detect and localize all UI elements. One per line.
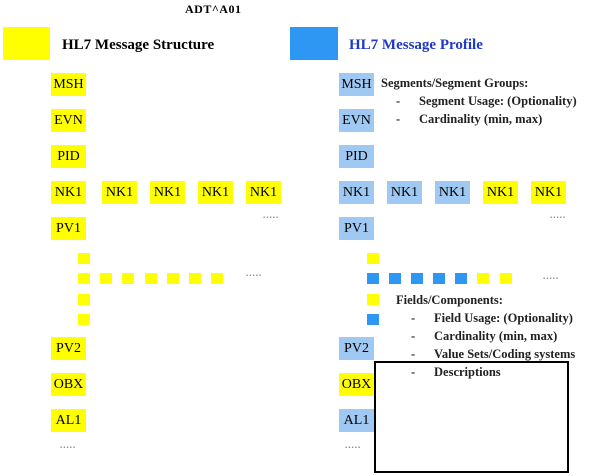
- field-dot: [78, 294, 90, 305]
- profile-segment-box: NK1: [435, 181, 470, 204]
- structure-segment-box: NK1: [150, 181, 185, 204]
- profile-segment-box: OBX: [339, 373, 374, 396]
- structure-segment-box: PV1: [51, 217, 86, 240]
- continuation-ellipsis: .....: [543, 271, 560, 281]
- segment-annotation-bullet: - Segment Usage: (Optionality): [381, 92, 577, 110]
- profile-segment-box: NK1: [387, 181, 422, 204]
- segment-annotation-block: Segments/Segment Groups: - Segment Usage…: [381, 74, 577, 128]
- continuation-ellipsis: .....: [550, 210, 567, 220]
- field-dot: [211, 273, 223, 284]
- field-dot: [167, 273, 179, 284]
- field-annotation-header: Fields/Components:: [396, 293, 503, 307]
- field-annotation-bullet-text: Descriptions: [434, 365, 501, 379]
- field-dot: [78, 253, 90, 264]
- segment-annotation-bullet-text: Segment Usage: (Optionality): [419, 94, 577, 108]
- field-annotation-bullet: - Field Usage: (Optionality): [396, 309, 575, 327]
- field-dot: [367, 253, 379, 264]
- structure-legend-label: HL7 Message Structure: [62, 37, 215, 53]
- structure-segment-box: NK1: [102, 181, 137, 204]
- structure-segment-box: NK1: [246, 181, 281, 204]
- field-annotation-bullet: - Value Sets/Coding systems: [396, 345, 575, 363]
- field-dot: [411, 273, 423, 284]
- bullet-dash: -: [411, 347, 416, 361]
- structure-segment-box: OBX: [51, 373, 86, 396]
- profile-segment-box: NK1: [339, 181, 374, 204]
- structure-segment-box: EVN: [51, 109, 86, 132]
- field-dot: [78, 314, 90, 325]
- field-dot: [78, 273, 90, 284]
- field-annotation-bullet: - Descriptions: [396, 363, 575, 381]
- profile-legend-label: HL7 Message Profile: [349, 37, 483, 53]
- continuation-ellipsis: .....: [60, 440, 77, 450]
- field-dot: [433, 273, 445, 284]
- message-type-label: ADT^A01: [185, 2, 242, 16]
- profile-segment-box: PV1: [339, 217, 374, 240]
- segment-annotation-bullet: - Cardinality (min, max): [381, 110, 577, 128]
- profile-segment-box: MSH: [339, 73, 374, 96]
- structure-legend-swatch: [3, 27, 50, 60]
- field-dot: [455, 273, 467, 284]
- field-annotation-bullet: - Cardinality (min, max): [396, 327, 575, 345]
- structure-segment-box: AL1: [51, 409, 86, 432]
- field-dot: [122, 273, 134, 284]
- profile-segment-box: PV2: [339, 337, 374, 360]
- field-dot: [367, 273, 379, 284]
- bullet-dash: -: [396, 94, 401, 108]
- field-annotation-bullet-text: Cardinality (min, max): [434, 329, 558, 343]
- profile-segment-box: PID: [339, 145, 374, 168]
- field-dot: [367, 294, 379, 305]
- bullet-dash: -: [396, 112, 401, 126]
- field-annotation-block: Fields/Components: - Field Usage: (Optio…: [396, 291, 575, 381]
- field-dot: [100, 273, 112, 284]
- profile-segment-box: NK1: [483, 181, 518, 204]
- field-dot: [189, 273, 201, 284]
- field-dot: [477, 273, 489, 284]
- structure-segment-box: MSH: [51, 73, 86, 96]
- profile-segment-box: NK1: [531, 181, 566, 204]
- structure-segment-box: PID: [51, 145, 86, 168]
- empty-annotation-box: [374, 361, 569, 473]
- field-dot: [145, 273, 157, 284]
- bullet-dash: -: [411, 311, 416, 325]
- continuation-ellipsis: .....: [263, 210, 280, 220]
- continuation-ellipsis: .....: [246, 268, 263, 278]
- structure-segment-box: NK1: [51, 181, 86, 204]
- bullet-dash: -: [411, 365, 416, 379]
- field-annotation-bullet-text: Value Sets/Coding systems: [434, 347, 576, 361]
- profile-segment-box: EVN: [339, 109, 374, 132]
- continuation-ellipsis: .....: [345, 440, 362, 450]
- field-dot: [500, 273, 512, 284]
- field-dot: [367, 314, 379, 325]
- field-dot: [389, 273, 401, 284]
- structure-segment-box: NK1: [198, 181, 233, 204]
- segment-annotation-bullet-text: Cardinality (min, max): [419, 112, 543, 126]
- field-annotation-bullet-text: Field Usage: (Optionality): [434, 311, 573, 325]
- profile-legend-swatch: [290, 27, 338, 60]
- segment-annotation-header: Segments/Segment Groups:: [381, 76, 529, 90]
- profile-segment-box: AL1: [339, 409, 374, 432]
- structure-segment-box: PV2: [51, 337, 86, 360]
- bullet-dash: -: [411, 329, 416, 343]
